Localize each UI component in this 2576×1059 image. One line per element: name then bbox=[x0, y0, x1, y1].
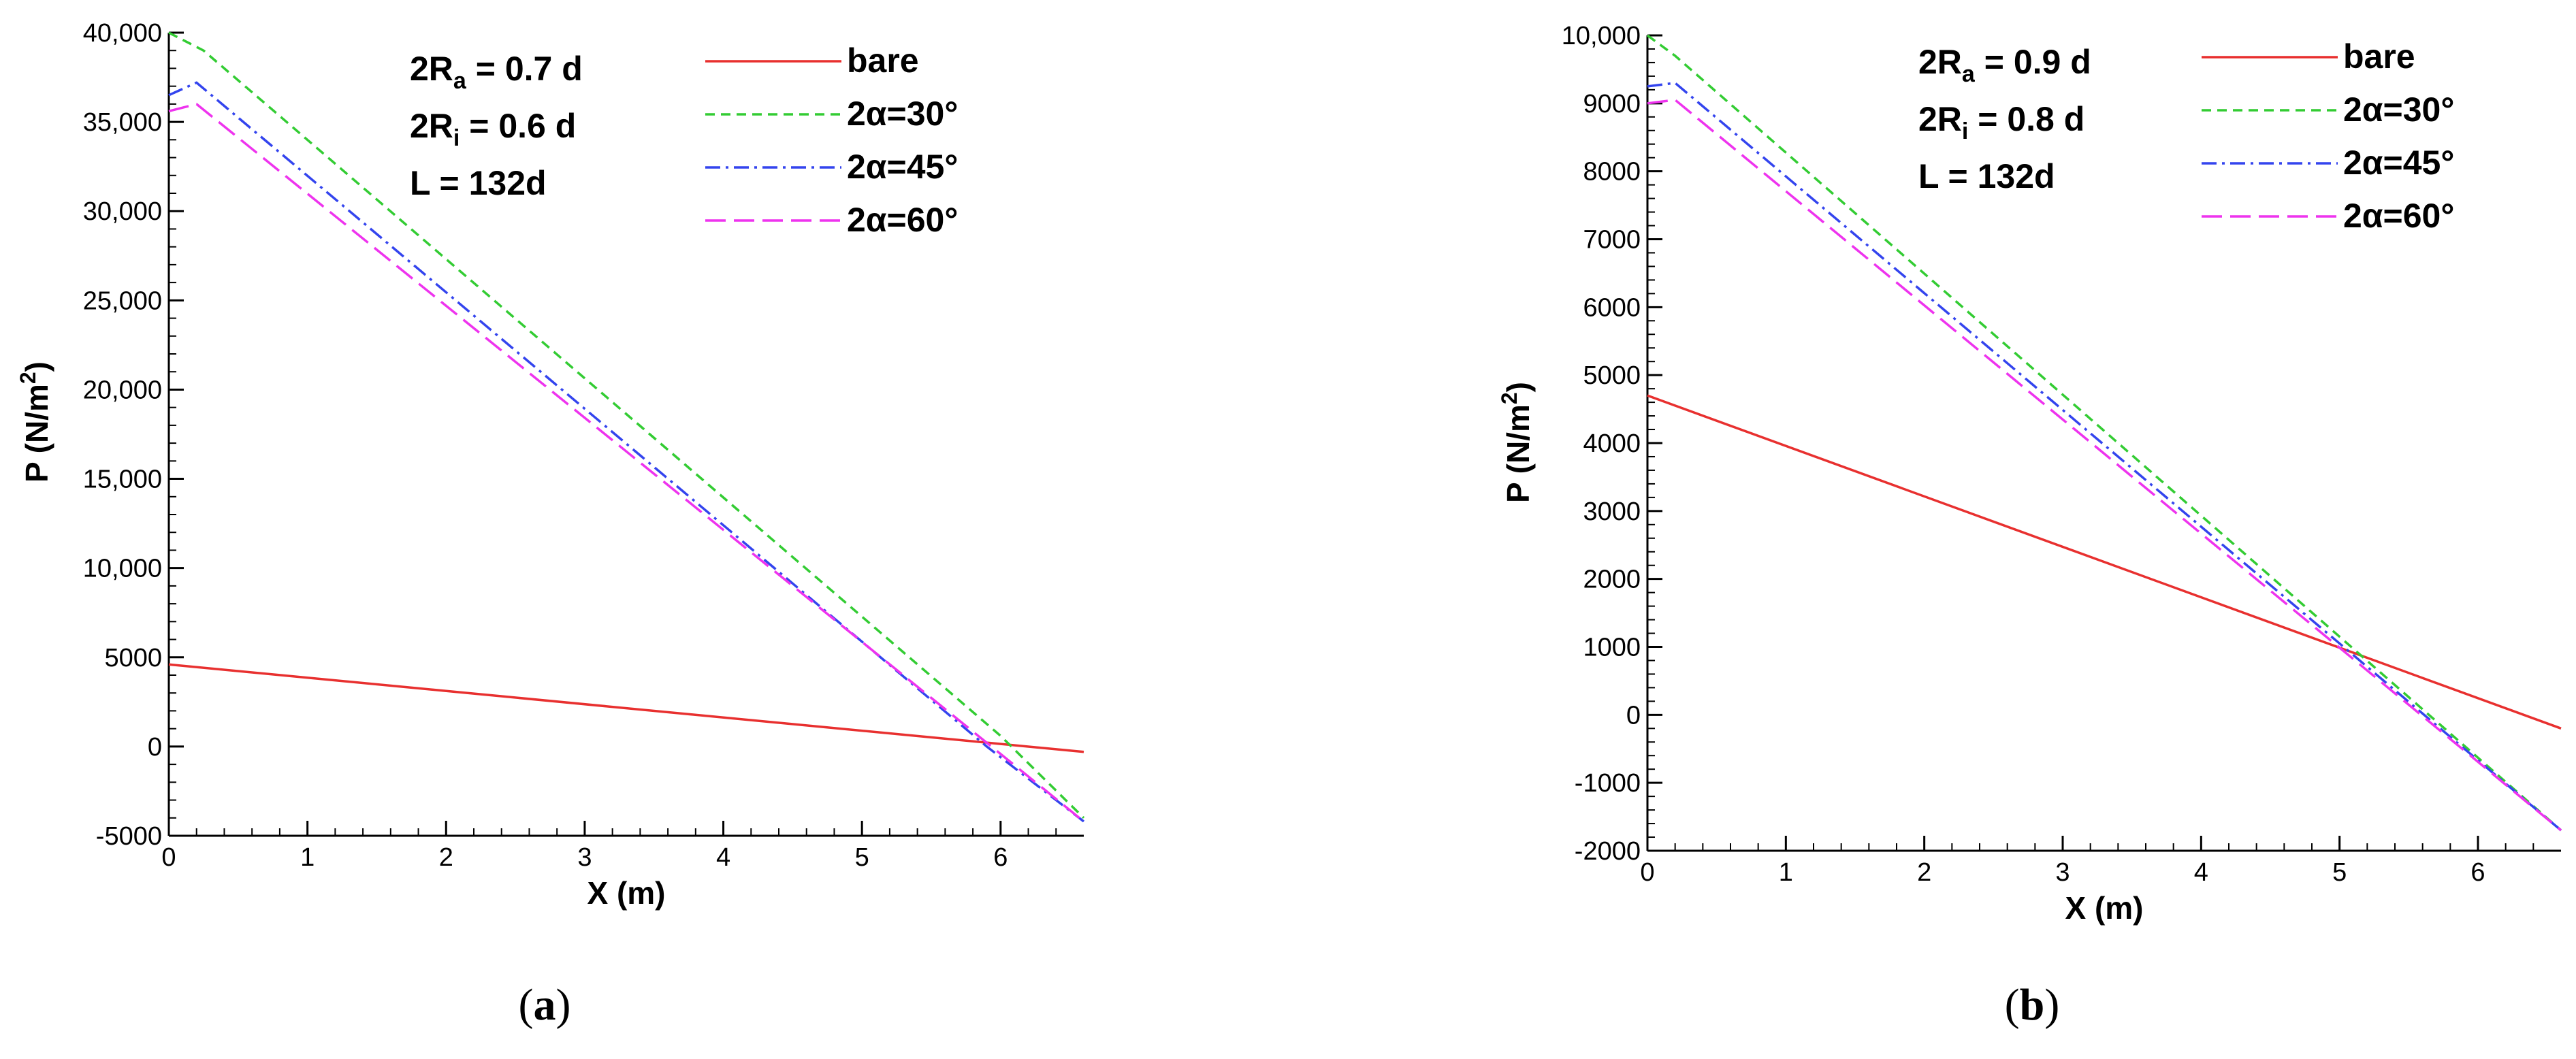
x-tick-label: 3 bbox=[2055, 858, 2070, 887]
y-tick-label: 6000 bbox=[1583, 293, 1641, 322]
series-line-3 bbox=[1647, 98, 2562, 832]
y-tick-label: 10,000 bbox=[83, 555, 162, 583]
y-axis-label-main: P (N/m bbox=[19, 384, 54, 483]
annotation-prefix: L bbox=[410, 164, 430, 202]
legend-label-1: 2α=30° bbox=[2343, 91, 2454, 129]
annotation-prefix: 2R bbox=[410, 107, 453, 145]
y-tick-label: 2000 bbox=[1583, 566, 1641, 594]
x-tick-label: 0 bbox=[1640, 858, 1654, 887]
annotation-value: = 0.9 d bbox=[1975, 43, 2091, 81]
caption-open-paren: ( bbox=[519, 980, 534, 1030]
annotation-subscript: i bbox=[1962, 118, 1968, 144]
y-axis-label-main: P (N/m bbox=[1500, 404, 1536, 503]
caption-open-paren: ( bbox=[2005, 980, 2020, 1030]
x-axis-label: X (m) bbox=[587, 875, 666, 911]
chart-panel-b: -2000 -1000 0 1000 2000 3000 4000 5000 6000 7000 8… bbox=[1497, 22, 2562, 1030]
series-line-0 bbox=[168, 663, 1084, 753]
legend-label-3: 2α=60° bbox=[847, 201, 958, 239]
caption-letter: b bbox=[2020, 980, 2045, 1030]
series-line-0 bbox=[1647, 394, 2562, 730]
annotation-subscript: i bbox=[453, 125, 460, 151]
y-axis-label-superscript: 2 bbox=[1497, 392, 1522, 404]
chart-panel-a: -50000500010,00015,00020,00025,00030,000… bbox=[16, 19, 1085, 1030]
legend-label-1: 2α=30° bbox=[847, 95, 958, 133]
y-tick-label: 8000 bbox=[1583, 158, 1641, 186]
x-tick-label: 5 bbox=[855, 843, 869, 872]
parameter-annotation: L = 132d bbox=[1918, 157, 2055, 195]
annotation-prefix: 2R bbox=[1918, 100, 1962, 138]
y-tick-label: 3000 bbox=[1583, 498, 1641, 526]
x-axis-label: X (m) bbox=[2065, 890, 2144, 926]
x-tick-label: 6 bbox=[993, 843, 1008, 872]
x-tick-label: 5 bbox=[2332, 858, 2347, 887]
annotation-subscript: a bbox=[1962, 61, 1976, 87]
y-tick-label: 0 bbox=[1626, 701, 1641, 730]
y-tick-label: 25,000 bbox=[83, 287, 162, 315]
legend: bare 2α=30° 2α=45° 2α=60° bbox=[2202, 37, 2454, 235]
series-line-1 bbox=[168, 31, 1085, 819]
legend-label-2: 2α=45° bbox=[2343, 144, 2454, 182]
y-tick-label: 1000 bbox=[1583, 634, 1641, 662]
annotation-prefix: 2R bbox=[410, 50, 453, 88]
legend-label-2: 2α=45° bbox=[847, 148, 958, 186]
x-tick-label: 0 bbox=[161, 843, 176, 872]
annotation-value: = 0.7 d bbox=[466, 50, 583, 88]
y-tick-label: 35,000 bbox=[83, 108, 162, 137]
y-tick-label: 0 bbox=[148, 733, 162, 762]
y-tick-label: 20,000 bbox=[83, 376, 162, 404]
y-tick-label: 7000 bbox=[1583, 226, 1641, 255]
annotation-value: = 132d bbox=[430, 164, 547, 202]
series-line-2 bbox=[168, 81, 1085, 823]
parameter-annotation: 2Ra = 0.7 d bbox=[410, 50, 583, 94]
legend-label-0: bare bbox=[847, 42, 919, 80]
y-tick-label: -5000 bbox=[96, 822, 162, 851]
y-tick-label: 5000 bbox=[1583, 361, 1641, 390]
series-line-3 bbox=[168, 102, 1085, 823]
parameter-annotation: 2Ri = 0.6 d bbox=[410, 107, 576, 151]
series-line-1 bbox=[1646, 34, 2562, 832]
legend: bare 2α=30° 2α=45° 2α=60° bbox=[705, 42, 958, 239]
caption-close-paren: ) bbox=[556, 980, 571, 1030]
panel-caption: (a) bbox=[519, 980, 571, 1030]
parameter-annotation: 2Ra = 0.9 d bbox=[1918, 43, 2091, 87]
y-axis-label-close: ) bbox=[1500, 382, 1536, 392]
annotation-value: = 0.8 d bbox=[1968, 100, 2084, 138]
series-line-2 bbox=[1647, 82, 2562, 832]
annotation-value: = 132d bbox=[1939, 157, 2055, 195]
x-tick-label: 4 bbox=[716, 843, 730, 872]
legend-label-0: bare bbox=[2343, 37, 2415, 76]
y-axis-label-superscript: 2 bbox=[16, 372, 40, 384]
y-tick-label: 5000 bbox=[104, 644, 162, 672]
caption-letter: a bbox=[534, 980, 556, 1030]
y-tick-label: -1000 bbox=[1575, 769, 1641, 798]
caption-close-paren: ) bbox=[2044, 980, 2059, 1030]
y-tick-label: 40,000 bbox=[83, 19, 162, 48]
annotation-prefix: L bbox=[1918, 157, 1939, 195]
x-tick-label: 3 bbox=[577, 843, 592, 872]
x-tick-label: 1 bbox=[300, 843, 315, 872]
y-axis-label: P (N/m2) bbox=[1497, 382, 1536, 503]
x-tick-label: 2 bbox=[439, 843, 453, 872]
panel-caption: (b) bbox=[2005, 980, 2060, 1030]
x-tick-label: 6 bbox=[2470, 858, 2485, 887]
legend-label-3: 2α=60° bbox=[2343, 197, 2454, 235]
x-tick-label: 2 bbox=[1917, 858, 1931, 887]
y-tick-label: -2000 bbox=[1575, 837, 1641, 866]
parameter-annotation: L = 132d bbox=[410, 164, 547, 202]
x-tick-label: 1 bbox=[1779, 858, 1793, 887]
y-axis-label-close: ) bbox=[19, 361, 54, 372]
y-axis-label: P (N/m2) bbox=[16, 361, 54, 483]
y-tick-label: 15,000 bbox=[83, 466, 162, 494]
y-tick-label: 4000 bbox=[1583, 429, 1641, 458]
annotation-prefix: 2R bbox=[1918, 43, 1962, 81]
x-tick-label: 4 bbox=[2194, 858, 2208, 887]
y-tick-label: 10,000 bbox=[1562, 22, 1641, 50]
annotation-subscript: a bbox=[453, 68, 467, 94]
y-tick-label: 30,000 bbox=[83, 197, 162, 226]
annotation-value: = 0.6 d bbox=[460, 107, 576, 145]
y-tick-label: 9000 bbox=[1583, 90, 1641, 118]
parameter-annotation: 2Ri = 0.8 d bbox=[1918, 100, 2084, 144]
